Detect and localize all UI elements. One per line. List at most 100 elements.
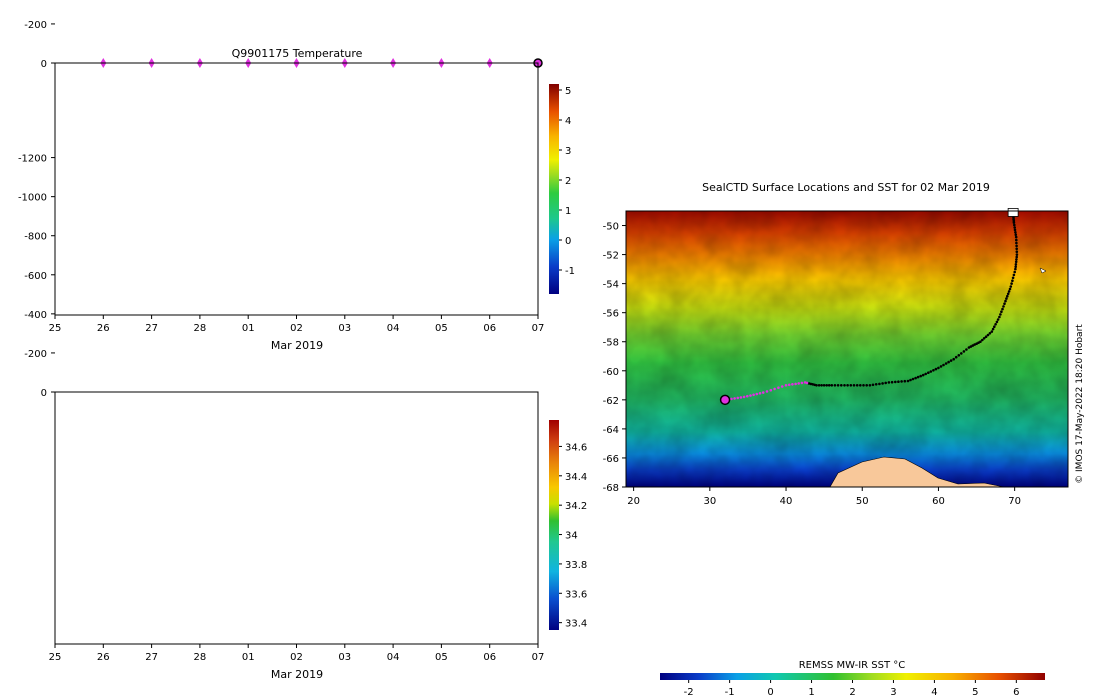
- track-point: [817, 384, 821, 387]
- y-tick-label: -800: [24, 232, 47, 243]
- sst-colorbar-label: REMSS MW-IR SST °C: [799, 660, 906, 671]
- x-tick-label: 05: [435, 323, 448, 334]
- track-point: [939, 365, 943, 368]
- track-point: [1006, 294, 1009, 298]
- track-point: [868, 384, 872, 387]
- track-point: [965, 348, 968, 351]
- track-point: [1014, 265, 1017, 269]
- track-point: [1013, 270, 1016, 274]
- y-tick-label: 0: [41, 388, 47, 399]
- sst-colorbar-tick-label: 2: [849, 687, 855, 698]
- track-point: [752, 393, 755, 397]
- salinity-colorbar: [549, 420, 559, 630]
- track-point: [1014, 231, 1017, 234]
- track-point: [780, 385, 784, 388]
- x-tick-label: 06: [483, 652, 496, 663]
- colorbar-tick-label: 33.8: [565, 560, 587, 571]
- track-point: [1011, 279, 1014, 283]
- track-point: [897, 380, 900, 384]
- track-point: [954, 355, 958, 359]
- track-point: [984, 335, 988, 339]
- track-point: [952, 357, 955, 361]
- track-point: [990, 330, 994, 333]
- track-point: [1012, 221, 1016, 224]
- island-shape: [1039, 267, 1047, 274]
- track-point: [916, 375, 920, 379]
- track-point: [1015, 238, 1018, 242]
- lat-tick-label: -66: [603, 454, 619, 465]
- track-point: [900, 380, 903, 383]
- track-point: [881, 382, 884, 385]
- track-point: [906, 379, 910, 383]
- seal-track: [719, 208, 1019, 406]
- track-point: [794, 382, 797, 386]
- track-point: [988, 332, 992, 335]
- track-point: [1013, 228, 1017, 232]
- track-point: [1015, 258, 1018, 261]
- track-point: [852, 384, 856, 387]
- track-point: [999, 313, 1002, 316]
- track-point: [833, 384, 837, 387]
- x-tick-label: 27: [145, 323, 158, 334]
- colorbar-tick-label: 4: [565, 116, 571, 127]
- track-point: [982, 337, 986, 340]
- track-point: [903, 379, 907, 383]
- track-point: [749, 394, 752, 397]
- track-point: [909, 378, 912, 382]
- track-point: [787, 383, 791, 387]
- sst-colorbar-tick-label: 3: [890, 687, 896, 698]
- track-point: [986, 333, 990, 337]
- x-tick-label: 27: [145, 652, 158, 663]
- track-point: [927, 371, 930, 375]
- track-point: [894, 380, 897, 384]
- x-tick-label: 25: [49, 323, 62, 334]
- track-point: [769, 388, 773, 392]
- x-tick-label: 02: [290, 323, 303, 334]
- colorbar-tick-label: 5: [565, 86, 571, 97]
- colorbar-tick-label: 1: [565, 206, 571, 217]
- track-point: [755, 392, 759, 396]
- track-point: [884, 381, 887, 385]
- track-point: [784, 384, 788, 387]
- colorbar-tick-label: 34: [565, 531, 578, 542]
- x-tick-label: 26: [97, 323, 110, 334]
- track-point: [962, 350, 966, 353]
- track-point: [878, 382, 881, 386]
- track-point: [957, 354, 961, 357]
- temperature-title: Q9901175 Temperature: [232, 47, 363, 60]
- x-tick-label: 28: [194, 652, 207, 663]
- track-point: [849, 384, 853, 387]
- lat-tick-label: -56: [603, 309, 619, 320]
- track-point: [934, 367, 938, 371]
- temperature-x-axis: 25 26 27 28 01 02 03 04 05 06 07: [49, 315, 544, 334]
- lat-tick-label: -68: [603, 483, 619, 494]
- current-location-marker: [719, 394, 731, 406]
- lat-tick-label: -54: [603, 280, 619, 291]
- track-point: [865, 384, 868, 387]
- sst-colorbar-tick-label: -1: [725, 687, 735, 698]
- colorbar-tick-label: 33.6: [565, 589, 587, 600]
- lat-tick-label: -62: [603, 396, 619, 407]
- track-point: [1002, 305, 1005, 308]
- lat-tick-label: -64: [603, 425, 619, 436]
- track-point: [761, 391, 765, 394]
- track-point: [773, 387, 776, 391]
- track-point: [874, 383, 878, 386]
- lat-tick-label: -58: [603, 338, 619, 349]
- track-point: [1004, 299, 1007, 303]
- track-point: [967, 346, 971, 349]
- salinity-xlabel: Mar 2019: [271, 668, 323, 681]
- salinity-y-axis: 0 -200 -400 -600 -800 -1000 -1200: [18, 154, 55, 399]
- track-point: [739, 396, 743, 399]
- temperature-panel: Q9901175 Temperature 0 -200 -400 -600 -800 -1…: [24, 20, 575, 352]
- y-tick-label: -600: [24, 271, 47, 282]
- colorbar-tick-label: 34.6: [565, 442, 587, 453]
- track-point: [765, 390, 769, 393]
- track-point: [836, 384, 840, 387]
- track-point: [991, 327, 995, 331]
- track-point: [914, 376, 917, 380]
- x-tick-label: 03: [338, 323, 351, 334]
- salinity-axes-frame: [54, 391, 539, 645]
- track-point: [1005, 297, 1008, 300]
- track-point: [859, 384, 862, 387]
